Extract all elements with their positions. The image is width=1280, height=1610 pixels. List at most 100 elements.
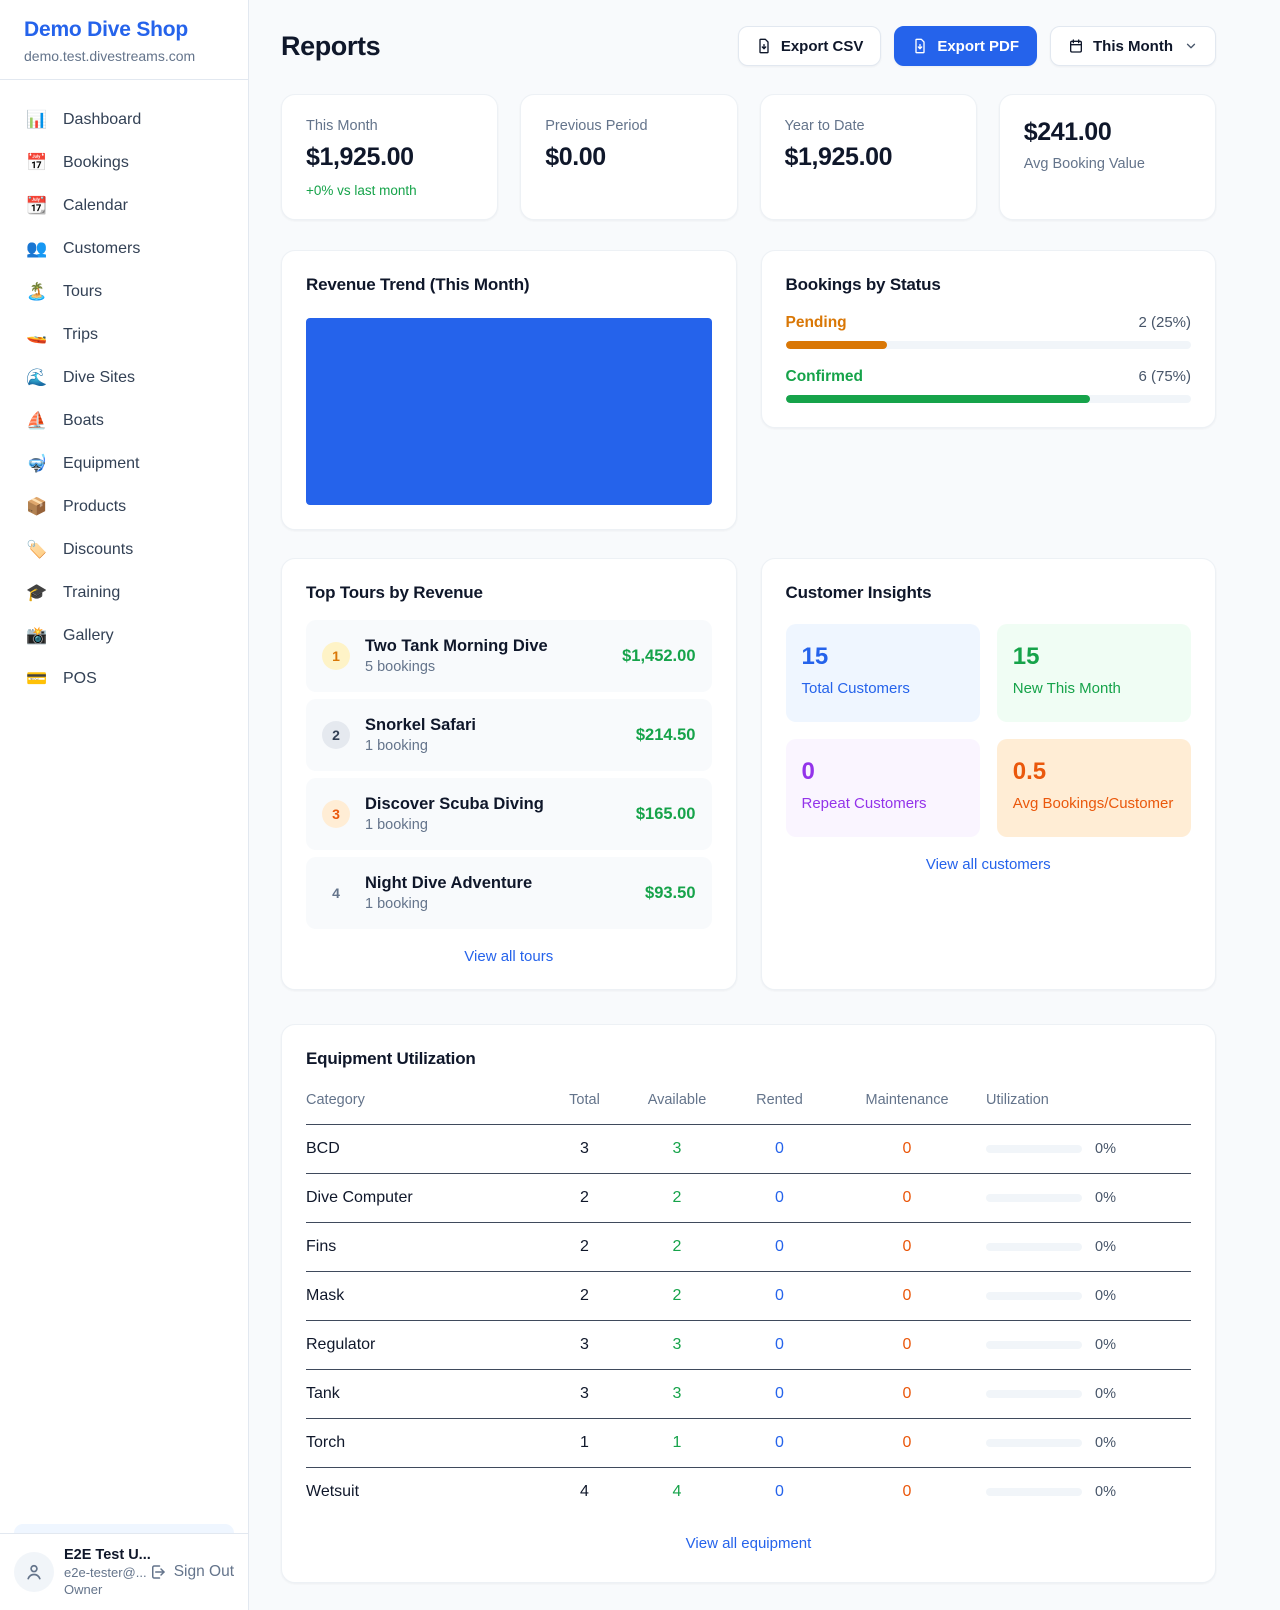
cell-available: 2 xyxy=(631,1173,731,1223)
cell-utilization: 0% xyxy=(986,1173,1191,1223)
revenue-trend-title: Revenue Trend (This Month) xyxy=(306,275,530,294)
view-all-customers-link[interactable]: View all customers xyxy=(925,856,1051,873)
sidebar-item-bookings[interactable]: 📅 Bookings xyxy=(12,141,236,184)
utilization-bar xyxy=(986,1243,1082,1251)
cell-maintenance: 0 xyxy=(836,1173,986,1223)
sidebar-item-label: Discounts xyxy=(63,540,134,558)
insight-tiles: 15 Total Customers 15 New This Month 0 R… xyxy=(785,624,1191,837)
sidebar-item-equipment[interactable]: 🤿 Equipment xyxy=(12,442,236,485)
sidebar-item-calendar[interactable]: 📆 Calendar xyxy=(12,184,236,227)
tile-new-this-month: 15 New This Month xyxy=(996,624,1191,722)
cell-maintenance: 0 xyxy=(836,1320,986,1370)
tile-label: New This Month xyxy=(1012,680,1121,697)
sidebar-item-label: Gallery xyxy=(63,626,114,644)
products-icon: 📦 xyxy=(26,497,48,516)
cell-available: 2 xyxy=(631,1271,731,1321)
sign-out-button[interactable]: Sign Out xyxy=(149,1563,234,1581)
sidebar-item-label: POS xyxy=(63,669,97,687)
stat-card-avg-booking-value: $241.00 Avg Booking Value xyxy=(998,94,1216,220)
tile-value: 0 xyxy=(801,758,815,785)
sidebar-item-dive-sites[interactable]: 🌊 Dive Sites xyxy=(12,356,236,399)
cell-total: 3 xyxy=(546,1124,631,1174)
utilization-bar xyxy=(986,1488,1082,1496)
sidebar-item-pos[interactable]: 💳 POS xyxy=(12,657,236,700)
sidebar-item-training[interactable]: 🎓 Training xyxy=(12,571,236,614)
sidebar-item-discounts[interactable]: 🏷️ Discounts xyxy=(12,528,236,571)
cell-total: 3 xyxy=(546,1369,631,1419)
column-header-rented: Rented xyxy=(731,1084,836,1125)
tour-name: Two Tank Morning Dive xyxy=(365,637,548,655)
view-all-equipment-link[interactable]: View all equipment xyxy=(685,1535,812,1552)
sidebar-item-label: Dashboard xyxy=(63,110,142,128)
cell-available: 2 xyxy=(631,1222,731,1272)
sidebar-item-customers[interactable]: 👥 Customers xyxy=(12,227,236,270)
stats-row: This Month $1,925.00 +0% vs last month P… xyxy=(281,94,1216,220)
sidebar-nav: 📊 Dashboard 📅 Bookings 📆 Calendar 👥 Cust… xyxy=(0,80,248,1533)
tile-value: 15 xyxy=(1012,643,1040,670)
equipment-icon: 🤿 xyxy=(26,454,48,473)
user-role: Owner xyxy=(64,1582,103,1597)
avatar xyxy=(14,1552,54,1592)
cell-rented: 0 xyxy=(731,1271,836,1321)
user-section: E2E Test U... e2e-tester@... Owner Sign … xyxy=(0,1533,248,1610)
logout-icon xyxy=(151,1565,165,1579)
insights-row: Top Tours by Revenue 1 Two Tank Morning … xyxy=(281,558,1216,990)
sidebar: Demo Dive Shop demo.test.divestreams.com… xyxy=(0,0,249,1610)
sidebar-item-label: Tours xyxy=(63,282,103,300)
progress-fill-confirmed xyxy=(785,395,1090,403)
sidebar-item-gallery[interactable]: 📸 Gallery xyxy=(12,614,236,657)
cell-utilization: 0% xyxy=(986,1124,1191,1174)
stat-value: $1,925.00 xyxy=(784,143,893,171)
column-header-utilization: Utilization xyxy=(986,1084,1191,1125)
status-row-pending: Pending 2 (25%) xyxy=(785,314,1191,349)
tour-name: Snorkel Safari xyxy=(365,716,476,734)
period-label: This Month xyxy=(1093,37,1173,55)
page-title: Reports xyxy=(281,30,381,61)
table-row: Dive Computer 2 2 0 0 0% xyxy=(306,1173,1191,1223)
status-count-pending: 2 (25%) xyxy=(1138,314,1191,331)
brand-block: Demo Dive Shop demo.test.divestreams.com xyxy=(0,0,248,80)
cell-category: Fins xyxy=(306,1222,546,1272)
equipment-utilization-card: Equipment Utilization Category Total Ava… xyxy=(281,1024,1216,1583)
status-label-pending: Pending xyxy=(785,314,847,331)
status-row-confirmed: Confirmed 6 (75%) xyxy=(785,368,1191,403)
tile-avg-bookings-per-customer: 0.5 Avg Bookings/Customer xyxy=(996,739,1191,837)
person-icon xyxy=(27,1564,41,1580)
stat-delta: +0% vs last month xyxy=(306,183,417,198)
sidebar-item-tours[interactable]: 🏝️ Tours xyxy=(12,270,236,313)
cell-maintenance: 0 xyxy=(836,1369,986,1419)
export-csv-button[interactable]: Export CSV xyxy=(737,26,882,66)
shop-domain: demo.test.divestreams.com xyxy=(24,48,196,64)
table-row: Torch 1 1 0 0 0% xyxy=(306,1418,1191,1468)
utilization-bar xyxy=(986,1341,1082,1349)
utilization-bar xyxy=(986,1390,1082,1398)
stat-label: Previous Period xyxy=(545,118,648,134)
tour-bookings: 1 booking xyxy=(365,738,428,754)
stat-label: Avg Booking Value xyxy=(1023,156,1145,172)
rank-badge: 4 xyxy=(332,885,340,901)
tour-revenue: $214.50 xyxy=(635,725,696,744)
shop-name: Demo Dive Shop xyxy=(24,18,189,41)
utilization-bar xyxy=(986,1145,1082,1153)
period-select[interactable]: This Month xyxy=(1050,26,1216,66)
utilization-bar xyxy=(986,1292,1082,1300)
cell-total: 1 xyxy=(546,1418,631,1468)
sidebar-item-boats[interactable]: ⛵ Boats xyxy=(12,399,236,442)
stat-card-previous-period: Previous Period $0.00 xyxy=(520,94,738,220)
dive-sites-icon: 🌊 xyxy=(26,368,48,387)
cell-available: 3 xyxy=(631,1124,731,1174)
header-actions: Export CSV Export PDF This Month xyxy=(737,26,1216,66)
training-icon: 🎓 xyxy=(26,583,48,602)
sidebar-item-dashboard[interactable]: 📊 Dashboard xyxy=(12,98,236,141)
tour-list-item: 2 Snorkel Safari 1 booking $214.50 xyxy=(306,699,712,771)
export-pdf-button[interactable]: Export PDF xyxy=(894,26,1038,66)
view-all-tours-link[interactable]: View all tours xyxy=(464,948,554,965)
sidebar-item-products[interactable]: 📦 Products xyxy=(12,485,236,528)
utilization-bar xyxy=(986,1439,1082,1447)
file-download-icon xyxy=(915,38,925,54)
sidebar-item-reports-partial[interactable] xyxy=(14,1524,234,1533)
sidebar-item-trips[interactable]: 🚤 Trips xyxy=(12,313,236,356)
table-row: Regulator 3 3 0 0 0% xyxy=(306,1320,1191,1370)
table-row: Tank 3 3 0 0 0% xyxy=(306,1369,1191,1419)
export-csv-label: Export CSV xyxy=(780,37,864,55)
